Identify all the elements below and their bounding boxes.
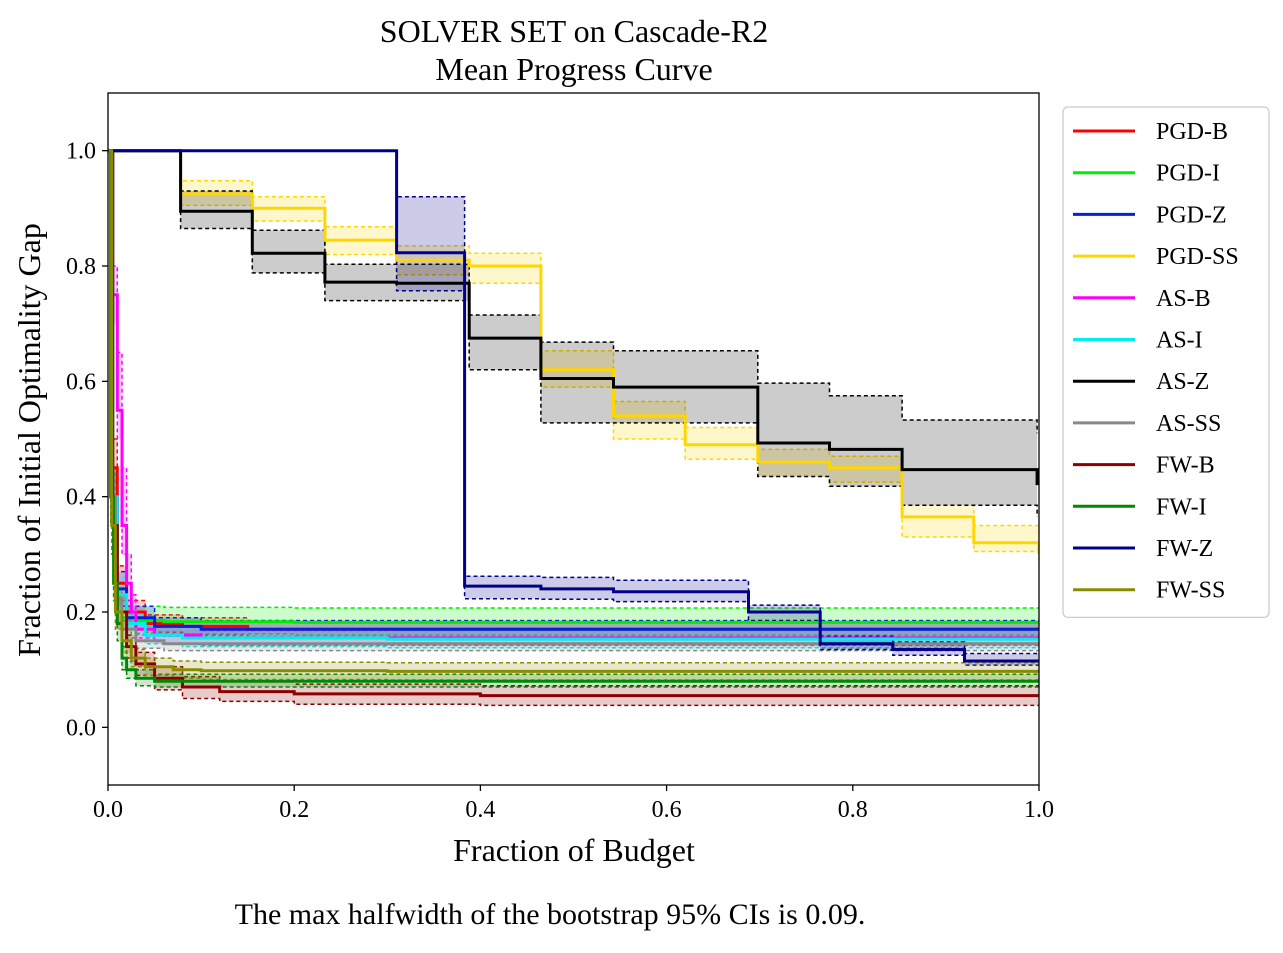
x-tick-label: 0.6 (652, 797, 682, 823)
x-tick-label: 0.8 (838, 797, 868, 823)
series-line-fw-ss (108, 149, 1039, 673)
legend-label-pgd-ss: PGD-SS (1156, 244, 1239, 270)
ci-lower-pgd-ss (108, 149, 1039, 561)
series-line-fw-z (108, 149, 1039, 663)
legend-label-pgd-b: PGD-B (1156, 119, 1228, 145)
legend-label-as-i: AS-I (1156, 328, 1203, 354)
ci-band-pgd-ss (108, 150, 1039, 561)
axes: 0.0 0.2 0.4 0.6 0.8 1.0 0.0 0.2 0.4 0.6 0.8 1.0 (66, 92, 1054, 823)
ci-upper-as-ss (108, 149, 1039, 637)
series-line-fw-i (108, 149, 1039, 683)
legend-label-as-b: AS-B (1156, 286, 1211, 312)
x-axis-label: Fraction of Budget (453, 832, 695, 868)
legend-label-fw-b: FW-B (1156, 453, 1215, 479)
legend-label-pgd-z: PGD-Z (1156, 202, 1227, 228)
series-line-as-z (108, 149, 1039, 486)
y-tick-label: 1.0 (66, 139, 96, 165)
legend-label-fw-ss: FW-SS (1156, 578, 1225, 604)
chart-title: SOLVER SET on Cascade-R2 (380, 13, 768, 49)
y-tick-label: 0.0 (66, 715, 96, 741)
y-tick-label: 0.2 (66, 600, 96, 626)
y-tick-label: 0.8 (66, 254, 96, 280)
x-tick-label: 0.2 (279, 797, 309, 823)
x-tick-label: 1.0 (1024, 797, 1054, 823)
x-tick-label: 0.4 (465, 797, 495, 823)
plot-frame (107, 92, 1040, 786)
legend-label-as-z: AS-Z (1156, 369, 1209, 395)
legend-label-pgd-i: PGD-I (1156, 161, 1220, 187)
legend-box (1062, 106, 1270, 619)
ci-halfwidth-footnote: The max halfwidth of the bootstrap 95% C… (234, 898, 866, 931)
plot-area (108, 149, 1039, 707)
legend: PGD-B PGD-I PGD-Z PGD-SS AS-B AS-I AS-Z AS-SS FW… (1062, 106, 1270, 619)
legend-label-as-ss: AS-SS (1156, 411, 1221, 437)
series-line-pgd-ss (108, 149, 1039, 555)
y-axis-label: Fraction of Initial Optimality Gap (11, 223, 47, 657)
ci-band-as-z (108, 150, 1038, 517)
y-tick-label: 0.4 (66, 485, 96, 511)
x-tick-label: 0.0 (93, 797, 123, 823)
y-tick-label: 0.6 (66, 369, 96, 395)
chart-subtitle: Mean Progress Curve (435, 51, 712, 87)
legend-label-fw-z: FW-Z (1156, 536, 1213, 562)
legend-label-fw-i: FW-I (1156, 494, 1207, 520)
